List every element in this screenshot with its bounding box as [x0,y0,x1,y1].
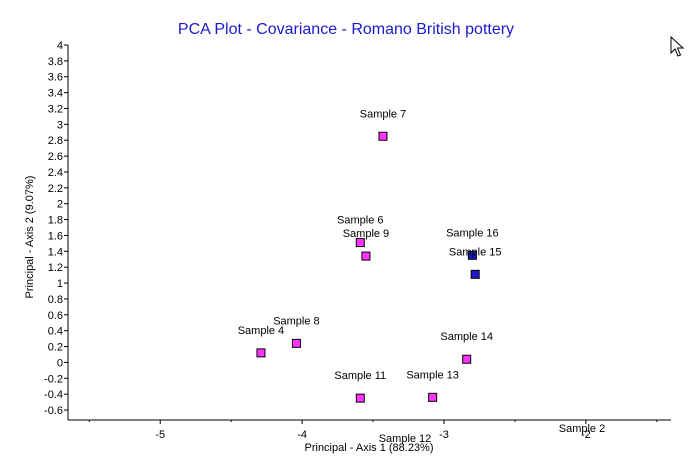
point-label: Sample 8 [273,315,319,327]
data-point-marker [355,238,365,248]
y-tick-label: 3.4 [48,88,63,100]
x-tick-label: -4 [297,429,307,441]
y-tick-label: 3 [57,119,63,131]
y-tick-label: 1.8 [48,215,63,227]
x-tick-label: -3 [439,429,449,441]
plot-area: 4 3.8 3.6 3.4 3.2 3 2.8 2.6 2.4 2.2 2 1.8 1.6 1.4 1.2 1… [44,40,671,445]
point-label: Sample 15 [449,246,502,258]
y-tick-label: 0.6 [48,310,63,322]
y-tick-label: 1 [57,278,63,290]
y-tick-label: 0 [57,357,63,369]
chart-title: PCA Plot - Covariance - Romano British p… [178,21,514,38]
x-tick-label: -5 [155,429,165,441]
y-tick-label: 2.2 [48,183,63,195]
data-point-marker [470,269,480,279]
y-tick-label: -0.6 [44,405,63,417]
point-label: Sample 12 [379,433,432,445]
point-label: Sample 14 [440,331,493,343]
data-point-marker [361,251,371,261]
y-tick-label: 1.2 [48,262,63,274]
point-label: Sample 2 [559,423,605,435]
data-point-marker [428,392,438,402]
y-tick-label: 0.4 [48,326,63,338]
y-tick-label: 2.8 [48,135,63,147]
mouse-pointer-icon [670,36,685,57]
y-tick-label: 1.4 [48,246,63,258]
y-axis-title: Principal - Axis 2 (9.07%) [24,176,36,299]
point-label: Sample 16 [446,227,499,239]
point-label: Sample 9 [343,228,389,240]
y-tick-label: 2.6 [48,151,63,163]
data-point-marker [355,393,365,403]
x-axis-title: Principal - Axis 1 (88.23%) [305,442,434,454]
y-tick-label: 3.8 [48,56,63,68]
y-tick-label: -0.2 [44,373,63,385]
point-label: Sample 4 [238,325,284,337]
y-tick-label: 0.2 [48,342,63,354]
point-label: Sample 6 [337,215,383,227]
point-label: Sample 13 [406,369,459,381]
y-tick-label: 2.4 [48,167,63,179]
y-tick-label: 4 [57,40,63,52]
point-label: Sample 7 [360,108,406,120]
y-tick-label: 0.8 [48,294,63,306]
y-tick-label: -0.4 [44,389,63,401]
x-tick-label: -2 [581,429,591,441]
point-label: Sample 11 [334,370,386,382]
y-tick-label: 2 [57,199,63,211]
data-point-marker [462,354,472,364]
y-tick-label: 3.2 [48,103,63,115]
data-point-marker [256,348,266,358]
data-point-marker [291,338,301,348]
y-tick-label: 3.6 [48,72,63,84]
data-point-marker [467,250,477,260]
data-point-marker [378,131,388,141]
y-tick-label: 1.6 [48,230,63,242]
